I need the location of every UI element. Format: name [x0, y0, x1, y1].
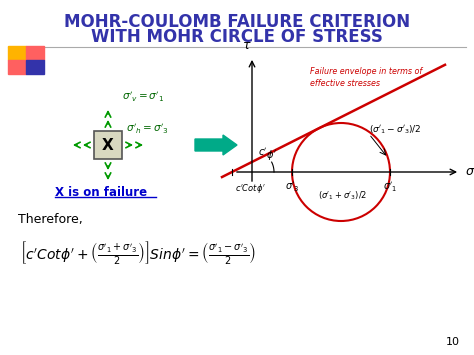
Text: $\left[c'Cot\phi'+\left(\frac{\sigma'_1+\sigma'_3}{2}\right)\right]Sin\phi'=\lef: $\left[c'Cot\phi'+\left(\frac{\sigma'_1+…	[20, 239, 256, 266]
Text: $\sigma'_3$: $\sigma'_3$	[285, 180, 300, 193]
Text: effective stresses: effective stresses	[310, 78, 380, 87]
Text: $\tau$: $\tau$	[242, 39, 252, 52]
Text: X: X	[102, 137, 114, 153]
Bar	[8, 46, 26, 60]
Text: X is on failure: X is on failure	[55, 186, 147, 198]
Text: $\sigma'_h = \sigma'_3$: $\sigma'_h = \sigma'_3$	[126, 122, 169, 136]
Text: 10: 10	[446, 337, 460, 347]
Text: $\sigma'$: $\sigma'$	[465, 165, 474, 179]
Bar	[8, 60, 26, 74]
Text: $c'$: $c'$	[258, 146, 268, 158]
Text: Failure envelope in terms of: Failure envelope in terms of	[310, 67, 422, 76]
Text: $\sigma'_1$: $\sigma'_1$	[383, 180, 397, 193]
Text: $\phi'$: $\phi'$	[266, 148, 277, 162]
Bar	[26, 60, 44, 74]
FancyArrow shape	[195, 135, 237, 155]
Text: $\sigma'_v = \sigma'_1$: $\sigma'_v = \sigma'_1$	[122, 90, 164, 104]
Text: $c' Cot\phi'$: $c' Cot\phi'$	[235, 182, 265, 195]
FancyBboxPatch shape	[94, 131, 122, 159]
Text: $(\sigma'_1 + \sigma'_3)/2$: $(\sigma'_1 + \sigma'_3)/2$	[319, 190, 367, 202]
Text: $(\sigma'_1 - \sigma'_3)/2$: $(\sigma'_1 - \sigma'_3)/2$	[369, 124, 421, 136]
Text: WITH MOHR CIRCLE OF STRESS: WITH MOHR CIRCLE OF STRESS	[91, 28, 383, 46]
Text: Therefore,: Therefore,	[18, 213, 83, 226]
Text: MOHR-COULOMB FAILURE CRITERION: MOHR-COULOMB FAILURE CRITERION	[64, 13, 410, 31]
Bar	[26, 46, 44, 60]
